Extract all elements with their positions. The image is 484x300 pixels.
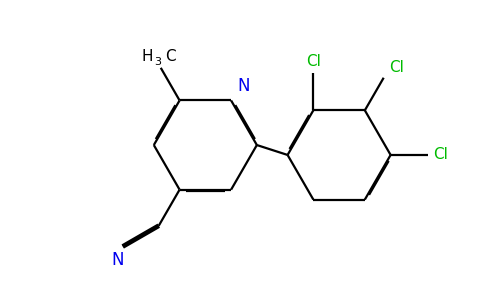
Text: Cl: Cl xyxy=(306,54,321,69)
Text: N: N xyxy=(111,251,124,269)
Text: C: C xyxy=(165,49,175,64)
Text: Cl: Cl xyxy=(433,148,448,163)
Text: N: N xyxy=(237,77,250,95)
Text: Cl: Cl xyxy=(389,60,404,75)
Text: H: H xyxy=(141,49,153,64)
Text: 3: 3 xyxy=(154,57,161,67)
